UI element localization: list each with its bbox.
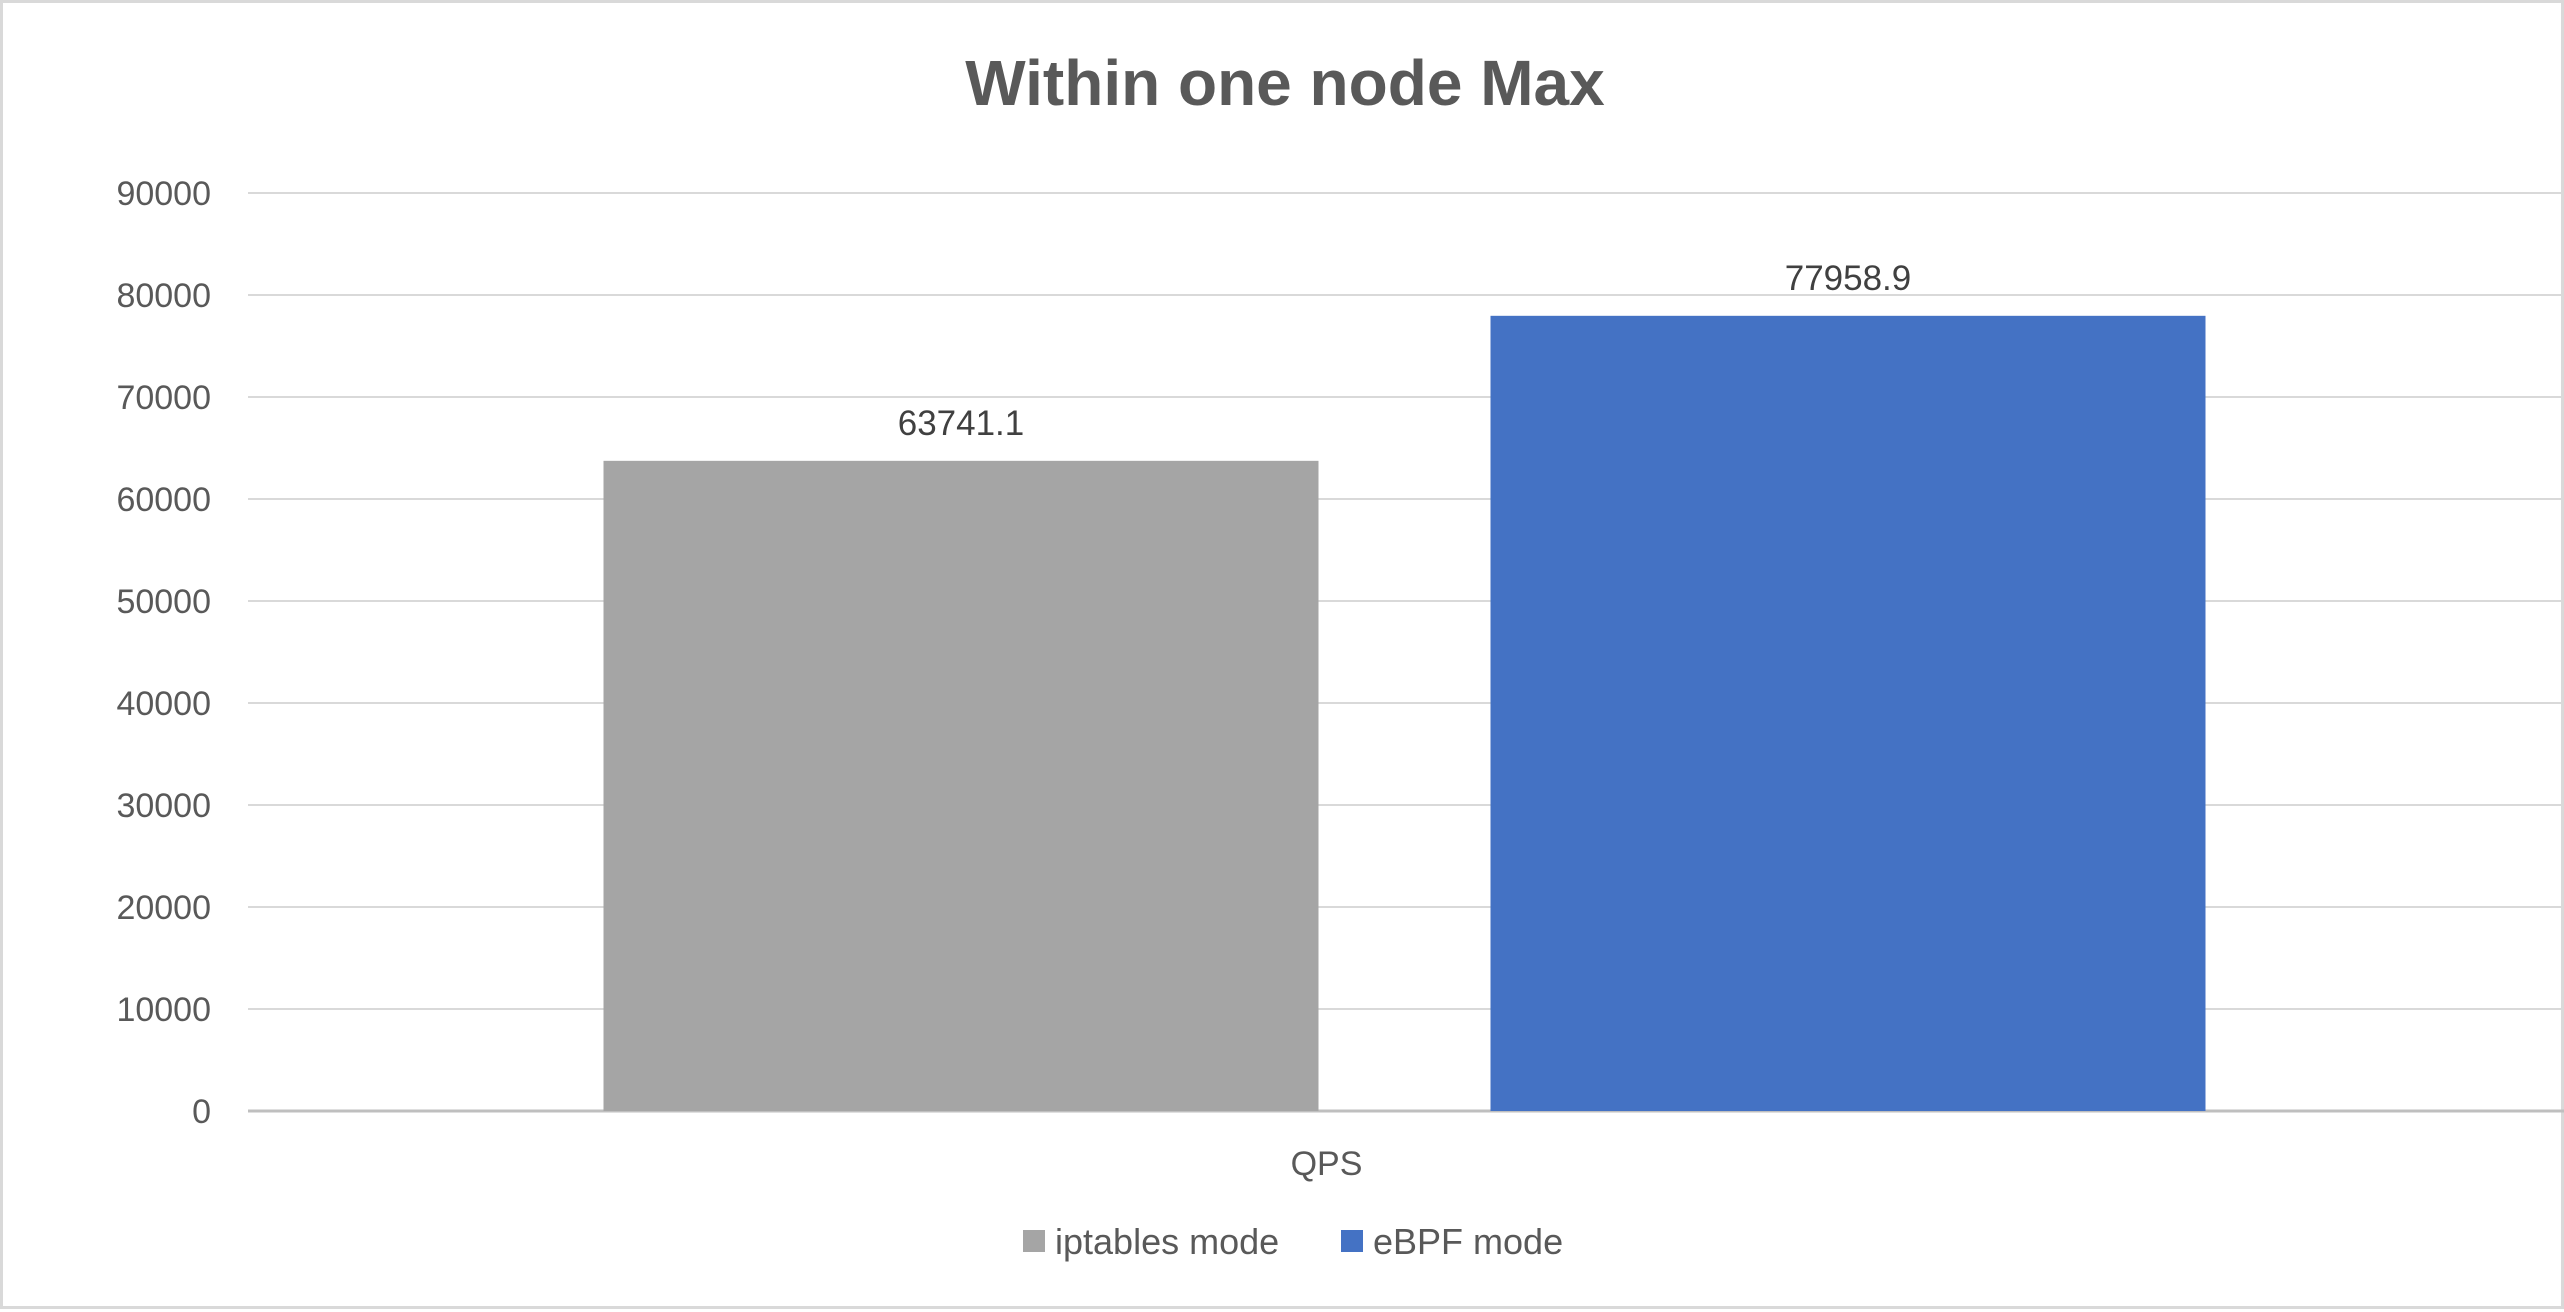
y-tick-label: 90000 <box>116 175 211 213</box>
gridlines <box>248 192 2564 1113</box>
y-axis-ticks: 0 10000 20000 30000 40000 50000 60000 70000 8000… <box>116 175 211 1131</box>
bars <box>603 315 2206 1111</box>
legend-label: eBPF mode <box>1373 1221 1563 1262</box>
data-label: 77958.9 <box>1785 259 1912 298</box>
y-tick-label: 80000 <box>116 277 211 315</box>
legend-swatch <box>1023 1230 1045 1252</box>
legend-label: iptables mode <box>1055 1221 1279 1262</box>
legend-swatch <box>1341 1230 1363 1252</box>
y-tick-label: 60000 <box>116 481 211 519</box>
chart-title: Within one node Max <box>965 47 1605 119</box>
bar-iptables-mode <box>603 460 1319 1111</box>
y-tick-label: 50000 <box>116 583 211 621</box>
x-tick-label: QPS <box>1291 1145 1363 1183</box>
y-tick-label: 40000 <box>116 685 211 723</box>
y-tick-label: 20000 <box>116 889 211 927</box>
bar-ebpf-mode <box>1490 315 2206 1111</box>
bar-chart: Within one node Max 0 10000 20000 30000 4000… <box>116 47 2564 1262</box>
x-axis-ticks: QPS <box>1291 1145 1363 1183</box>
data-label: 63741.1 <box>898 404 1025 443</box>
data-labels: 63741.1 77958.9 <box>898 259 1912 443</box>
y-tick-label: 10000 <box>116 991 211 1029</box>
y-tick-label: 70000 <box>116 379 211 417</box>
legend: iptables mode eBPF mode <box>1023 1221 1563 1262</box>
y-tick-label: 0 <box>192 1093 211 1131</box>
y-tick-label: 30000 <box>116 787 211 825</box>
